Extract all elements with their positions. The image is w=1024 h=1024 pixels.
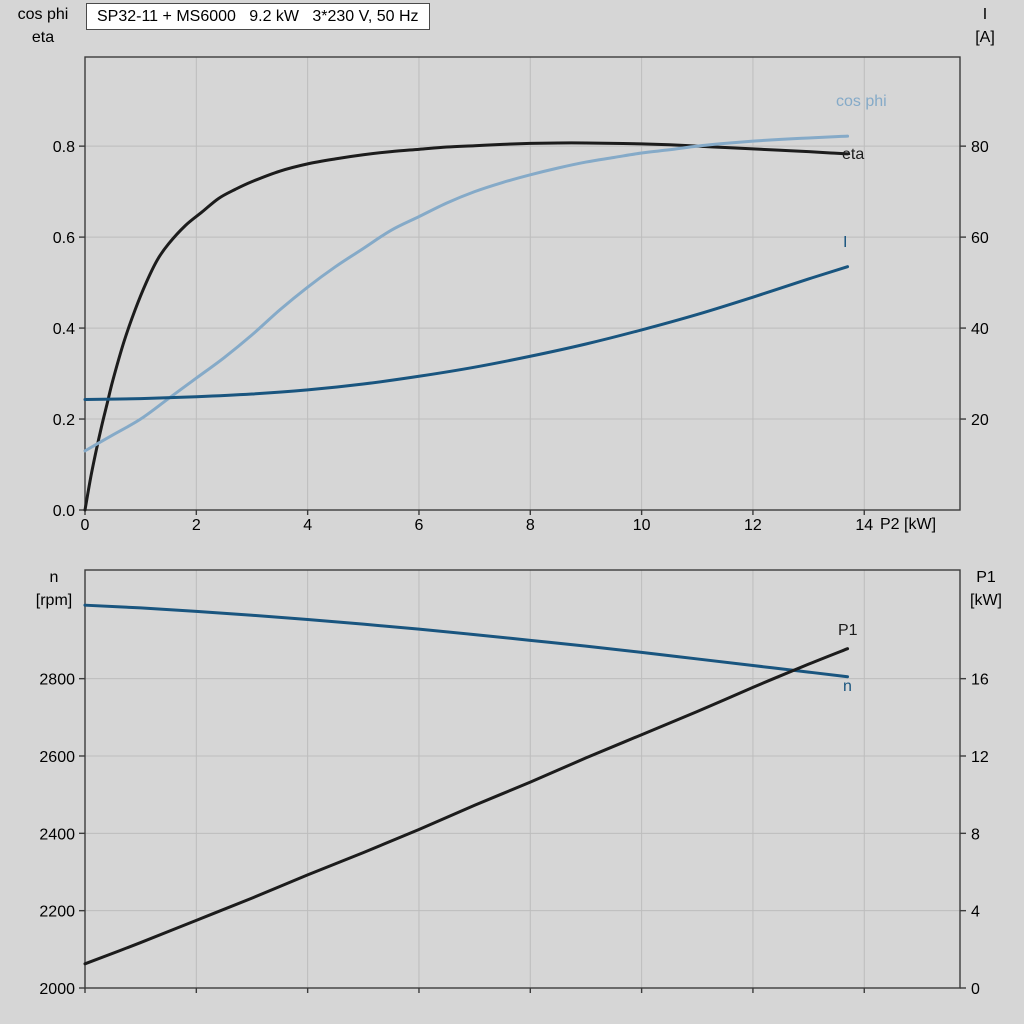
left-tick-label: 2600: [39, 749, 75, 766]
x-tick-label: 0: [81, 517, 90, 534]
axis-label-current: I: [982, 6, 988, 23]
x-tick-label: 8: [526, 517, 535, 534]
x-axis-label-p2: P2 [kW]: [880, 516, 937, 533]
curve-n: [83, 603, 850, 679]
left-tick-label: 0.6: [53, 230, 75, 247]
curve-cos-phi: [83, 134, 850, 453]
right-tick-label: 40: [971, 321, 989, 338]
top-left-axis-label: cos phi eta: [4, 3, 82, 49]
x-tick-label: 14: [855, 517, 873, 534]
axis-label-rpm-unit: [rpm]: [35, 592, 73, 609]
axis-label-p1: P1: [976, 569, 996, 586]
right-tick-label: 80: [971, 139, 989, 156]
pump-title: SP32-11 + MS6000 9.2 kW 3*230 V, 50 Hz: [97, 7, 419, 25]
right-tick-label: 0: [971, 981, 980, 998]
axis-label-ampere-unit: [A]: [975, 29, 995, 46]
curve-label-eta: eta: [842, 146, 865, 163]
pump-title-box: SP32-11 + MS6000 9.2 kW 3*230 V, 50 Hz: [86, 3, 430, 30]
curve-label-current: I: [843, 234, 848, 251]
right-tick-label: 12: [971, 749, 989, 766]
curve-label-p1: P1: [838, 622, 858, 639]
left-tick-label: 0.0: [53, 503, 75, 520]
bottom-right-axis-label: P1 [kW]: [960, 566, 1012, 612]
bottom-left-axis-label: n [rpm]: [24, 566, 84, 612]
left-tick-label: 0.2: [53, 412, 75, 429]
right-tick-label: 60: [971, 230, 989, 247]
axis-label-kw-unit: [kW]: [970, 592, 1002, 609]
plot-frame: [84, 569, 961, 989]
left-tick-label: 0.4: [53, 321, 75, 338]
x-tick-label: 2: [192, 517, 201, 534]
right-tick-label: 4: [971, 904, 980, 921]
right-tick-label: 8: [971, 826, 980, 843]
left-tick-label: 0.8: [53, 139, 75, 156]
top-right-axis-label: I [A]: [960, 3, 1010, 49]
left-tick-label: 2200: [39, 904, 75, 921]
x-tick-label: 4: [303, 517, 312, 534]
x-tick-label: 6: [415, 517, 424, 534]
left-tick-label: 2000: [39, 981, 75, 998]
curve-eta: [83, 141, 850, 512]
plot-frame: [84, 56, 961, 511]
curve-I: [83, 265, 850, 401]
axis-label-n: n: [49, 569, 59, 586]
left-tick-label: 2400: [39, 826, 75, 843]
right-tick-label: 16: [971, 672, 989, 689]
axis-label-cosphi: cos phi: [17, 6, 69, 23]
axis-label-eta: eta: [31, 29, 55, 46]
curve-label-cosphi: cos phi: [836, 93, 887, 110]
curve-P1: [83, 647, 850, 966]
curve-label-n: n: [843, 678, 852, 695]
x-tick-label: 12: [744, 517, 762, 534]
right-tick-label: 20: [971, 412, 989, 429]
x-tick-label: 10: [633, 517, 651, 534]
left-tick-label: 2800: [39, 672, 75, 689]
